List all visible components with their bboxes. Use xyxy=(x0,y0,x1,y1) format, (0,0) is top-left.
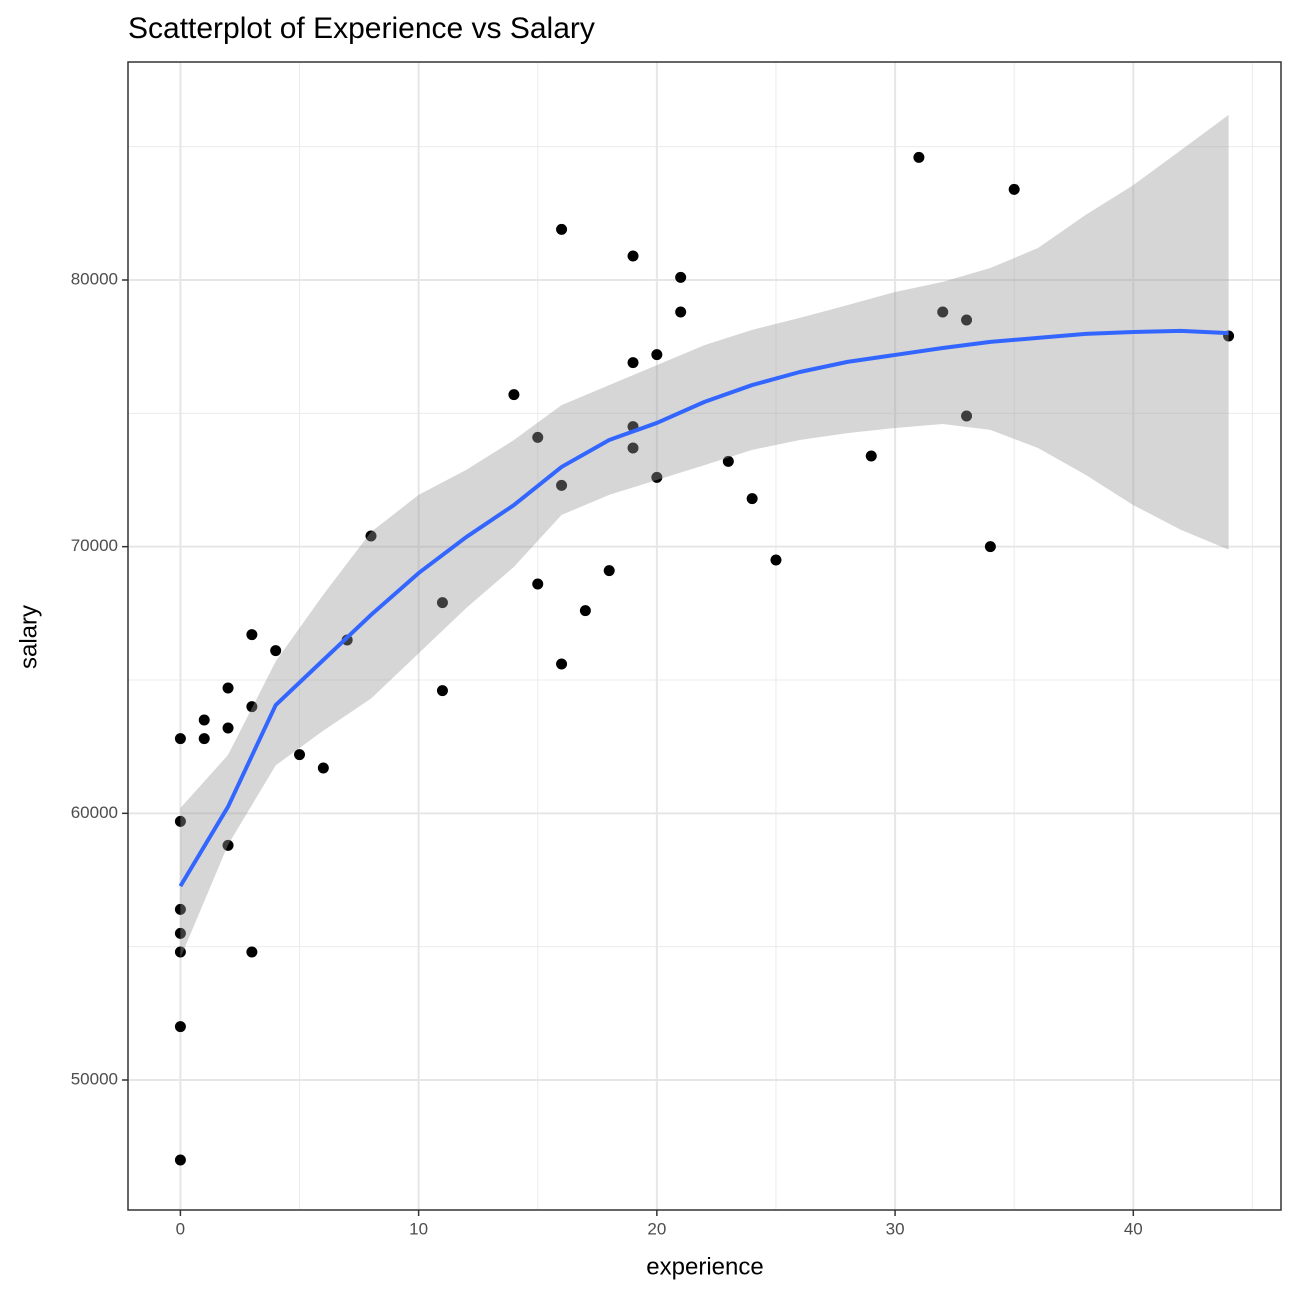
point xyxy=(532,578,544,590)
point xyxy=(579,605,591,617)
x-tick-label: 30 xyxy=(886,1219,905,1238)
point xyxy=(651,349,663,361)
point xyxy=(174,1021,186,1033)
point xyxy=(246,701,258,713)
point xyxy=(436,597,448,609)
point xyxy=(865,450,877,462)
point xyxy=(198,733,210,745)
point xyxy=(937,306,949,318)
x-axis-label: experience xyxy=(646,1253,763,1280)
point xyxy=(246,629,258,641)
y-axis-label: salary xyxy=(15,605,42,669)
point xyxy=(532,431,544,443)
x-tick-label: 10 xyxy=(409,1219,428,1238)
chart-title: Scatterplot of Experience vs Salary xyxy=(128,12,595,45)
y-tick-label: 80000 xyxy=(71,269,118,288)
point xyxy=(675,306,687,318)
point xyxy=(317,762,329,774)
point xyxy=(222,682,234,694)
point xyxy=(222,839,234,851)
point xyxy=(627,250,639,262)
point xyxy=(270,645,282,657)
point xyxy=(294,749,306,761)
y-tick-label: 70000 xyxy=(71,536,118,555)
point xyxy=(174,815,186,827)
point xyxy=(174,946,186,958)
x-tick-label: 20 xyxy=(647,1219,666,1238)
point xyxy=(508,389,520,401)
point xyxy=(436,685,448,697)
point xyxy=(961,314,973,326)
point xyxy=(222,722,234,734)
point xyxy=(675,271,687,283)
confidence-band xyxy=(180,114,1229,958)
smooth-line xyxy=(178,328,1229,888)
point xyxy=(174,927,186,939)
point xyxy=(627,442,639,454)
point xyxy=(174,903,186,915)
point xyxy=(984,541,996,553)
point xyxy=(603,565,615,577)
point xyxy=(174,733,186,745)
point xyxy=(174,1154,186,1166)
point xyxy=(556,223,568,235)
point xyxy=(961,410,973,422)
point xyxy=(556,479,568,491)
point xyxy=(198,714,210,726)
point xyxy=(913,151,925,163)
point xyxy=(556,658,568,670)
point xyxy=(770,554,782,566)
point xyxy=(627,357,639,369)
x-tick-label: 0 xyxy=(176,1219,185,1238)
point xyxy=(1008,183,1020,195)
plot-border xyxy=(127,61,1282,1211)
point xyxy=(365,530,377,542)
x-tick-label: 40 xyxy=(1124,1219,1143,1238)
y-tick-label: 60000 xyxy=(71,803,118,822)
point xyxy=(722,455,734,467)
point xyxy=(246,946,258,958)
y-tick-label: 50000 xyxy=(71,1069,118,1088)
point xyxy=(651,471,663,483)
point xyxy=(746,493,758,505)
